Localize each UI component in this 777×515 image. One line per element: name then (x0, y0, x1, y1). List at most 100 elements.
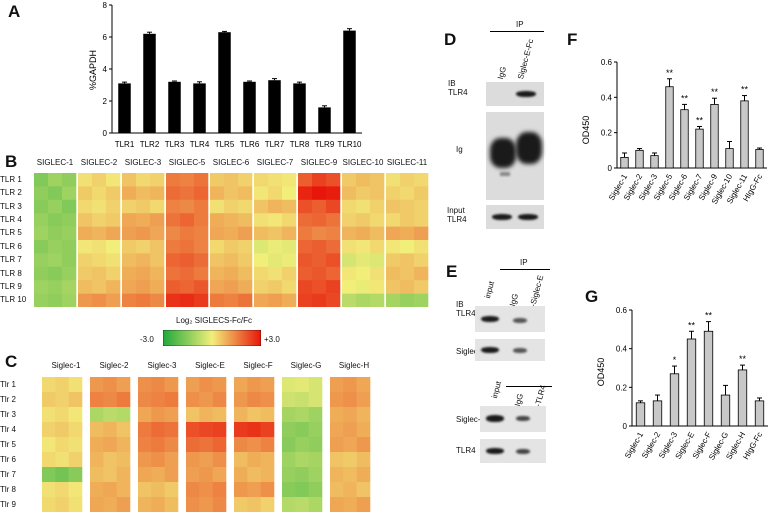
heat-cell (103, 497, 117, 512)
heat-cell (224, 186, 239, 201)
heat-cell (238, 280, 253, 294)
heat-cell (122, 226, 137, 241)
bar-tlr3 (168, 81, 181, 133)
bar-siglec-h (737, 369, 748, 427)
heat-cell (330, 392, 344, 408)
heat-cell (330, 377, 344, 393)
heat-cell (330, 482, 344, 498)
blot-band (486, 448, 504, 454)
heat-cell (342, 280, 357, 294)
heat-cell (330, 422, 344, 438)
heatmap-row-label: TLR 9 (0, 281, 22, 291)
heat-cell (136, 280, 151, 294)
heat-cell (55, 407, 69, 423)
heatmap-row-label: Tlr 5 (0, 439, 16, 449)
heat-cell (136, 240, 151, 254)
heatmap-row-label: TLR 6 (0, 241, 22, 251)
heatmap-row-label: Tlr 6 (0, 454, 16, 464)
heat-cell (210, 266, 225, 281)
heat-cell (180, 173, 195, 187)
blot-band (486, 415, 504, 422)
heat-cell (48, 226, 63, 241)
blot-band (516, 132, 542, 164)
heat-cell (268, 253, 283, 268)
heat-cell (308, 407, 323, 423)
panel-a-label: A (8, 2, 21, 21)
heat-cell (326, 213, 341, 227)
heat-cell (238, 213, 253, 227)
heat-cell (356, 377, 371, 393)
panel-d-blot3-label: Input TLR4 (447, 206, 467, 224)
heat-cell (150, 266, 165, 281)
bar-tlr8 (293, 83, 306, 133)
bar-siglec-g (720, 394, 731, 427)
heat-cell (116, 407, 131, 423)
heat-cell (166, 213, 181, 227)
heat-cell (106, 280, 121, 294)
heat-cell (308, 437, 323, 453)
y-tick-label: 0.2 (616, 383, 628, 392)
heat-cell (238, 266, 253, 281)
heat-cell (298, 253, 313, 268)
heat-cell (260, 497, 275, 512)
heat-cell (260, 392, 275, 408)
heat-cell (150, 213, 165, 227)
bar-higg-fc (755, 149, 764, 169)
heatmap-legend-max: +3.0 (264, 335, 280, 344)
heat-cell (224, 199, 239, 214)
bar-tlr4 (193, 83, 206, 133)
heat-cell (282, 497, 296, 512)
panel-e-blot1-line2: TLR4 (456, 309, 476, 318)
heat-cell (312, 293, 327, 307)
heat-cell (356, 186, 371, 201)
significance-mark: ** (681, 93, 689, 103)
heatmap-column-label: SIGLEC-5 (168, 158, 206, 167)
heatmap-row-label: TLR 2 (0, 188, 22, 198)
panel-d-blot-ib-tlr4 (486, 82, 544, 106)
heatmap-row-label: Tlr 1 (0, 379, 16, 389)
y-tick-label: 0 (623, 422, 628, 431)
heat-cell (48, 186, 63, 201)
panel-a-ylabel: %GAPDH (88, 50, 98, 90)
y-tick-label: 0 (608, 164, 613, 173)
heat-cell (164, 467, 179, 483)
heat-cell (186, 497, 200, 512)
heat-cell (260, 407, 275, 423)
blot-band (516, 449, 530, 454)
heatmap-row-label: Tlr 7 (0, 469, 16, 479)
heat-cell (254, 213, 269, 227)
heat-cell (106, 266, 121, 281)
heat-cell (42, 452, 56, 468)
heat-cell (414, 226, 429, 241)
heat-cell (356, 467, 371, 483)
heat-cell (212, 437, 227, 453)
heat-cell (122, 240, 137, 254)
heat-cell (356, 173, 371, 187)
heat-cell (212, 452, 227, 468)
significance-mark: ** (739, 354, 747, 364)
heat-cell (116, 467, 131, 483)
heat-cell (138, 437, 152, 453)
panel-a-bars: TLR1 TLR2 TLR3 TLR4 TLR5 TLR6 TLR7 TLR8 TLR9 TLR1… (115, 28, 362, 149)
heat-cell (210, 226, 225, 241)
heat-cell (343, 467, 357, 483)
heat-cell (370, 213, 385, 227)
heat-cell (78, 240, 93, 254)
panel-e-lane-input: input (483, 280, 497, 300)
heat-cell (136, 253, 151, 268)
heat-cell (268, 186, 283, 201)
heatmap-row-label: Tlr 3 (0, 409, 16, 419)
heat-cell (186, 392, 200, 408)
heat-cell (268, 173, 283, 187)
heat-cell (356, 266, 371, 281)
bar-siglec-f (703, 330, 714, 427)
heat-cell (224, 240, 239, 254)
blot-band (513, 318, 527, 323)
heat-cell (78, 199, 93, 214)
heat-cell (136, 226, 151, 241)
heat-cell (282, 293, 297, 307)
heat-cell (136, 186, 151, 201)
heat-cell (260, 482, 275, 498)
panel-e-blot-siglec-e (475, 339, 545, 361)
heat-cell (199, 467, 213, 483)
